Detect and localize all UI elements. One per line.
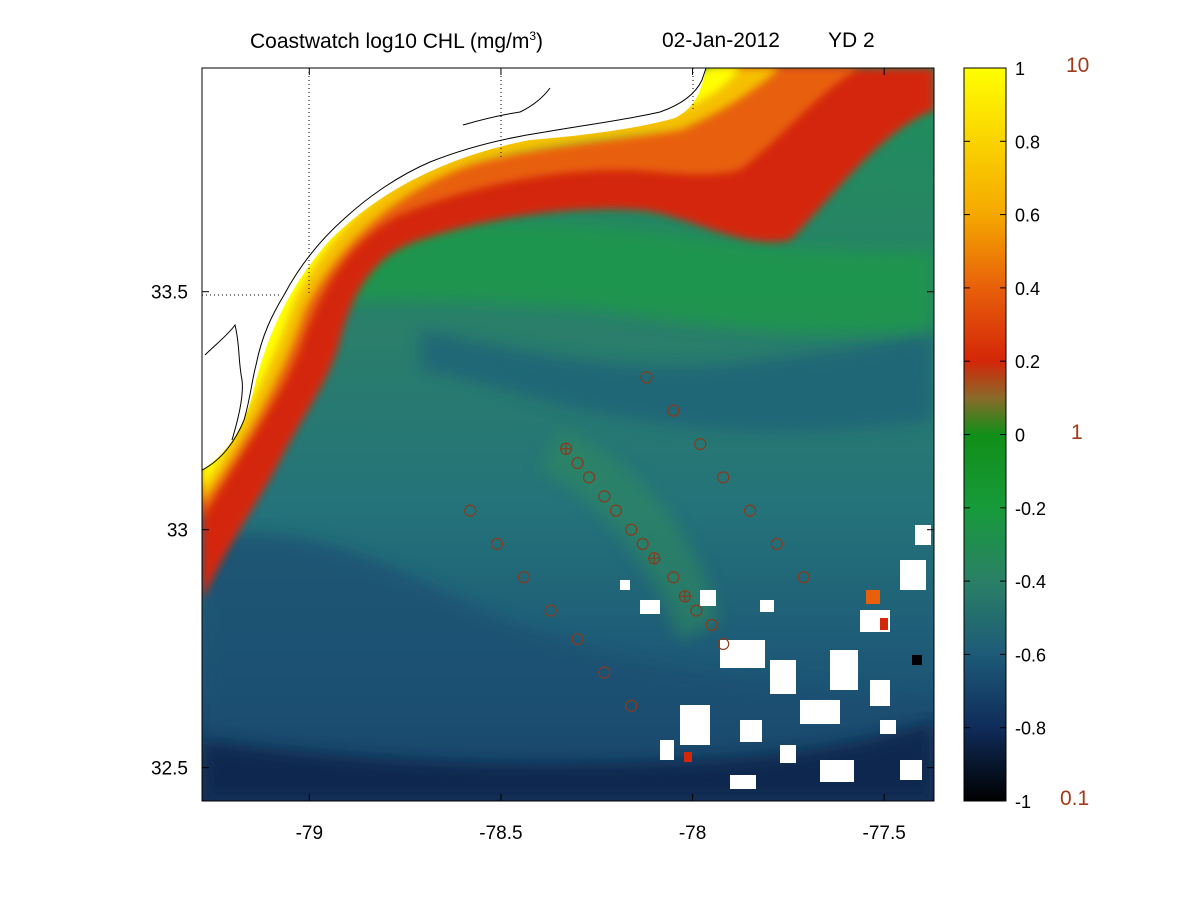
station-marker xyxy=(678,590,691,603)
colorbar-tick-label: -0.2 xyxy=(1015,499,1046,519)
station-marker xyxy=(770,537,783,551)
colorbar-ticks: 1 0.8 0.6 0.4 0.2 0 -0.2 -0.4 -0.6 -0.8 -1 xyxy=(964,59,1046,812)
colorbar-linear-label: 0.1 xyxy=(1060,787,1090,810)
title-exponent: 3 xyxy=(529,29,537,43)
figure-title: Coastwatch log10 CHL (mg/m3) 02-Jan-2012… xyxy=(0,29,1200,59)
y-tick-label: 33 xyxy=(167,521,188,542)
title-prefix: Coastwatch log10 CHL (mg/m xyxy=(250,30,530,53)
colorbar-linear-label: 1 xyxy=(1071,420,1083,444)
axis-ticks: -79 -78.5 -78 -77.5 33.5 33 32.5 xyxy=(151,68,934,844)
station-marker xyxy=(571,456,584,470)
station-marker xyxy=(648,552,661,565)
chlorophyll-field xyxy=(202,68,934,801)
station-marker xyxy=(705,618,718,631)
station-marker xyxy=(517,571,531,584)
title-yearday: YD 2 xyxy=(828,29,875,52)
station-marker xyxy=(625,523,638,536)
colorbar-tick-label: -0.6 xyxy=(1015,645,1046,665)
map-axes-frame xyxy=(201,67,935,802)
station-marker xyxy=(598,490,611,503)
station-marker xyxy=(797,571,810,584)
missing-data-patches xyxy=(620,525,931,789)
title-suffix: ) xyxy=(536,30,544,53)
station-marker xyxy=(690,604,703,617)
colorbar-tick-label: 0.2 xyxy=(1015,352,1040,372)
station-marker xyxy=(625,699,638,712)
y-tick-label: 33.5 xyxy=(151,283,188,304)
station-marker xyxy=(743,504,757,517)
coastline xyxy=(202,68,707,471)
station-marker xyxy=(464,504,477,517)
title-date: 02-Jan-2012 xyxy=(662,29,780,52)
colorbar-tick-label: 0.4 xyxy=(1015,279,1040,299)
station-marker xyxy=(559,442,573,455)
colorbar-tick-label: -0.8 xyxy=(1015,719,1046,739)
colorbar xyxy=(963,67,1007,802)
station-marker xyxy=(717,471,730,484)
station-marker xyxy=(571,633,584,646)
land-area xyxy=(202,68,706,470)
x-tick-label: -77.5 xyxy=(863,823,906,844)
colorbar-tick-label: 1 xyxy=(1015,59,1025,79)
colorbar-linear-label: 10 xyxy=(1066,54,1090,77)
station-marker xyxy=(694,437,707,451)
station-marker xyxy=(490,537,504,551)
station-marker xyxy=(667,404,680,417)
stations-layer xyxy=(464,371,810,712)
station-marker xyxy=(544,604,557,617)
colorbar-tick-label: -0.4 xyxy=(1015,572,1046,592)
station-marker xyxy=(717,637,730,651)
station-marker xyxy=(598,666,611,679)
station-marker xyxy=(609,504,623,517)
x-tick-label: -79 xyxy=(296,823,323,844)
title-variable: Coastwatch log10 CHL (mg/m3) xyxy=(250,29,543,54)
colorbar-tick-label: -1 xyxy=(1015,792,1031,812)
x-tick-label: -78.5 xyxy=(479,823,522,844)
y-tick-label: 32.5 xyxy=(151,759,188,780)
graticule xyxy=(202,68,694,296)
station-marker xyxy=(636,537,649,551)
colorbar-tick-label: 0 xyxy=(1015,426,1025,446)
x-tick-label: -78 xyxy=(679,823,706,844)
colorbar-tick-label: 0.6 xyxy=(1015,206,1040,226)
station-marker xyxy=(640,371,653,384)
station-marker xyxy=(582,471,596,484)
colorbar-tick-label: 0.8 xyxy=(1015,132,1040,152)
station-marker xyxy=(667,571,680,584)
